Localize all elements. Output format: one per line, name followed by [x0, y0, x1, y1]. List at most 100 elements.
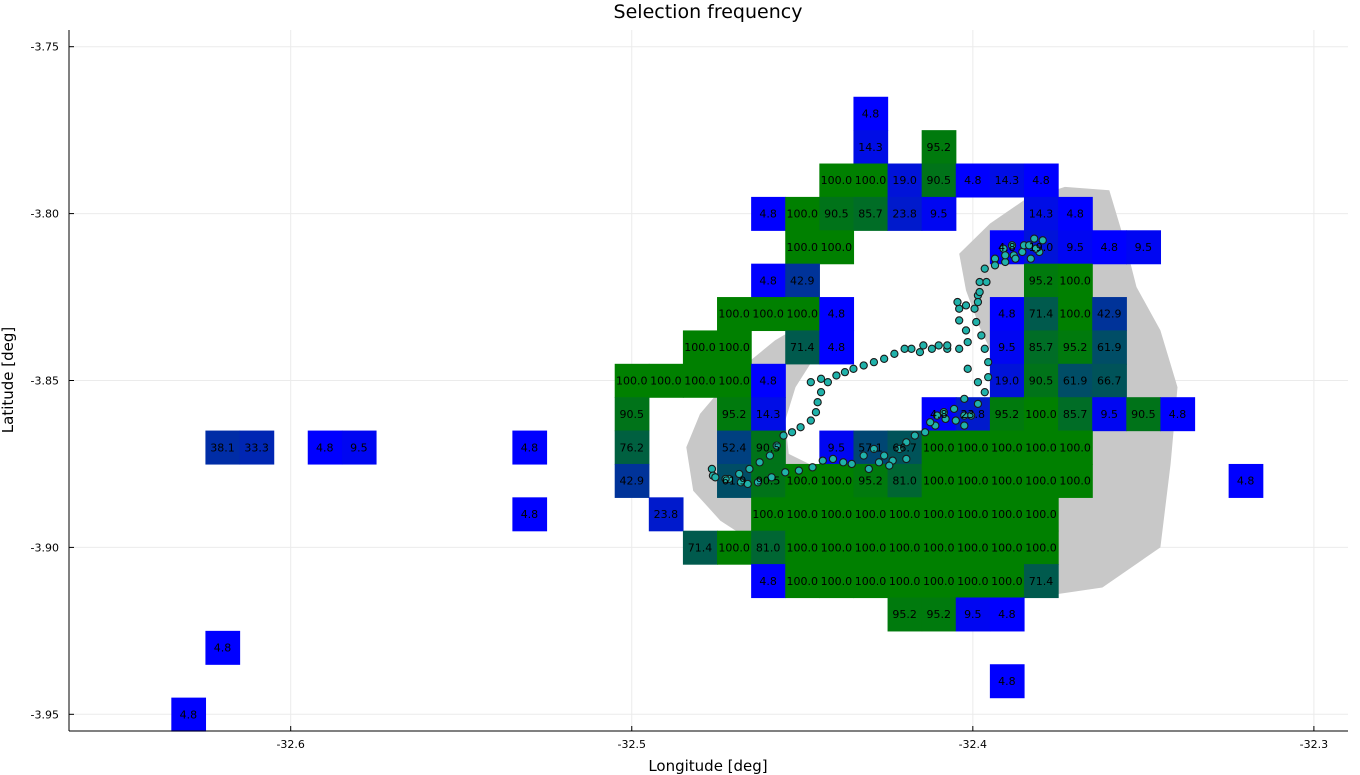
cell-value-label: 90.5 [1131, 408, 1156, 421]
heatmap-cell [171, 697, 207, 732]
track-point [980, 264, 989, 273]
cell-value-label: 100.0 [616, 375, 648, 388]
track-point [808, 463, 817, 472]
track-point [735, 469, 744, 479]
track-point [910, 431, 919, 440]
track-point [980, 344, 989, 353]
heatmap-cell [887, 530, 923, 565]
track-point [961, 326, 971, 335]
cell-value-label: 100.0 [923, 441, 955, 454]
heatmap-cell [1092, 230, 1127, 265]
cell-value-label: 100.0 [991, 575, 1023, 588]
cell-value-label: 23.8 [961, 408, 986, 421]
track-point [980, 388, 989, 397]
cell-value-label: 100.0 [821, 174, 853, 187]
y-tick-label: -3.85 [31, 375, 59, 388]
cell-value-label: 4.8 [180, 708, 198, 721]
heatmap-cell [1058, 230, 1093, 265]
cell-value-label: 23.8 [892, 208, 917, 221]
track-point [874, 458, 884, 467]
heatmap-cell [614, 397, 650, 432]
heatmap-cell [751, 397, 786, 432]
heatmap-cell [785, 297, 820, 332]
cell-value-label: 100.0 [650, 375, 682, 388]
cell-value-label: 4.8 [759, 375, 777, 388]
heatmap-cell [921, 564, 957, 599]
heatmap-cell [1092, 330, 1127, 365]
track-point [781, 468, 790, 477]
track-point [984, 373, 993, 382]
heatmap-cell [751, 564, 786, 599]
track-point [765, 451, 775, 460]
cell-value-label: 4.8 [1066, 208, 1084, 221]
heatmap-cell [989, 363, 1025, 398]
cell-value-label: 9.5 [1066, 241, 1084, 254]
heatmap-cell [853, 497, 889, 532]
heatmap-cell [648, 497, 684, 532]
heatmap-cell [853, 530, 889, 565]
heatmap-cell [682, 363, 718, 398]
track-point [1031, 244, 1041, 253]
heatmap-cell [717, 397, 752, 432]
cell-value-label: 4.8 [1237, 475, 1255, 488]
heatmap-cell [751, 363, 786, 398]
track-point [939, 408, 948, 417]
cell-value-label: 9.5 [998, 341, 1016, 354]
cell-value-label: 14.3 [858, 141, 883, 154]
cell-value-label: 100.0 [923, 575, 955, 588]
heatmap-cell [921, 597, 957, 632]
cell-value-label: 4.8 [930, 408, 948, 421]
cell-value-label: 100.0 [787, 308, 819, 321]
track-point [932, 411, 942, 420]
heatmap-cell [717, 430, 752, 465]
heatmap-cell [921, 163, 957, 198]
heatmap-cell [955, 430, 991, 465]
heatmap-cell [682, 530, 718, 565]
cell-value-label: 100.0 [787, 208, 819, 221]
cell-value-label: 14.3 [995, 174, 1020, 187]
cell-value-label: 23.8 [654, 508, 679, 521]
track-point [960, 394, 969, 404]
x-tick-label: -32.3 [1300, 738, 1328, 751]
heatmap-cell [989, 430, 1025, 465]
track-point [869, 357, 879, 367]
cell-value-label: 9.5 [964, 608, 982, 621]
heatmap-cell [921, 463, 957, 498]
heatmap-cell [819, 564, 855, 599]
track-point [879, 354, 889, 363]
track-point [767, 473, 776, 482]
heatmap-cell [819, 196, 855, 231]
heatmap-cell [1126, 397, 1162, 432]
track-point [864, 464, 873, 474]
cell-value-label: 100.0 [787, 508, 819, 521]
cell-value-label: 9.5 [1101, 408, 1119, 421]
track-point [963, 337, 972, 347]
track-point [1001, 257, 1010, 267]
heatmap-cell [307, 430, 343, 465]
cell-value-label: 100.0 [855, 575, 887, 588]
cell-value-label: 4.8 [828, 308, 846, 321]
heatmap-cell [853, 196, 889, 231]
cell-value-label: 100.0 [991, 508, 1023, 521]
cell-value-label: 95.2 [722, 408, 747, 421]
heatmap-cell [989, 397, 1025, 432]
track-point [949, 404, 959, 414]
track-point [885, 461, 894, 470]
heatmap-cell [1058, 263, 1093, 298]
x-tick-label: -32.5 [618, 738, 646, 751]
heatmap-cell [785, 196, 820, 231]
cell-value-label: 100.0 [1025, 508, 1057, 521]
cell-value-label: 100.0 [957, 541, 989, 554]
track-point [961, 301, 971, 310]
track-point [743, 479, 752, 489]
x-tick-label: -32.4 [959, 738, 987, 751]
track-point [973, 399, 983, 409]
track-point [816, 388, 826, 397]
track-point [753, 478, 763, 487]
track-point [926, 418, 935, 427]
cell-value-label: 100.0 [684, 341, 716, 354]
heatmap-cell [819, 330, 855, 365]
heatmap-cell [887, 163, 923, 198]
heatmap-cell [989, 530, 1025, 565]
